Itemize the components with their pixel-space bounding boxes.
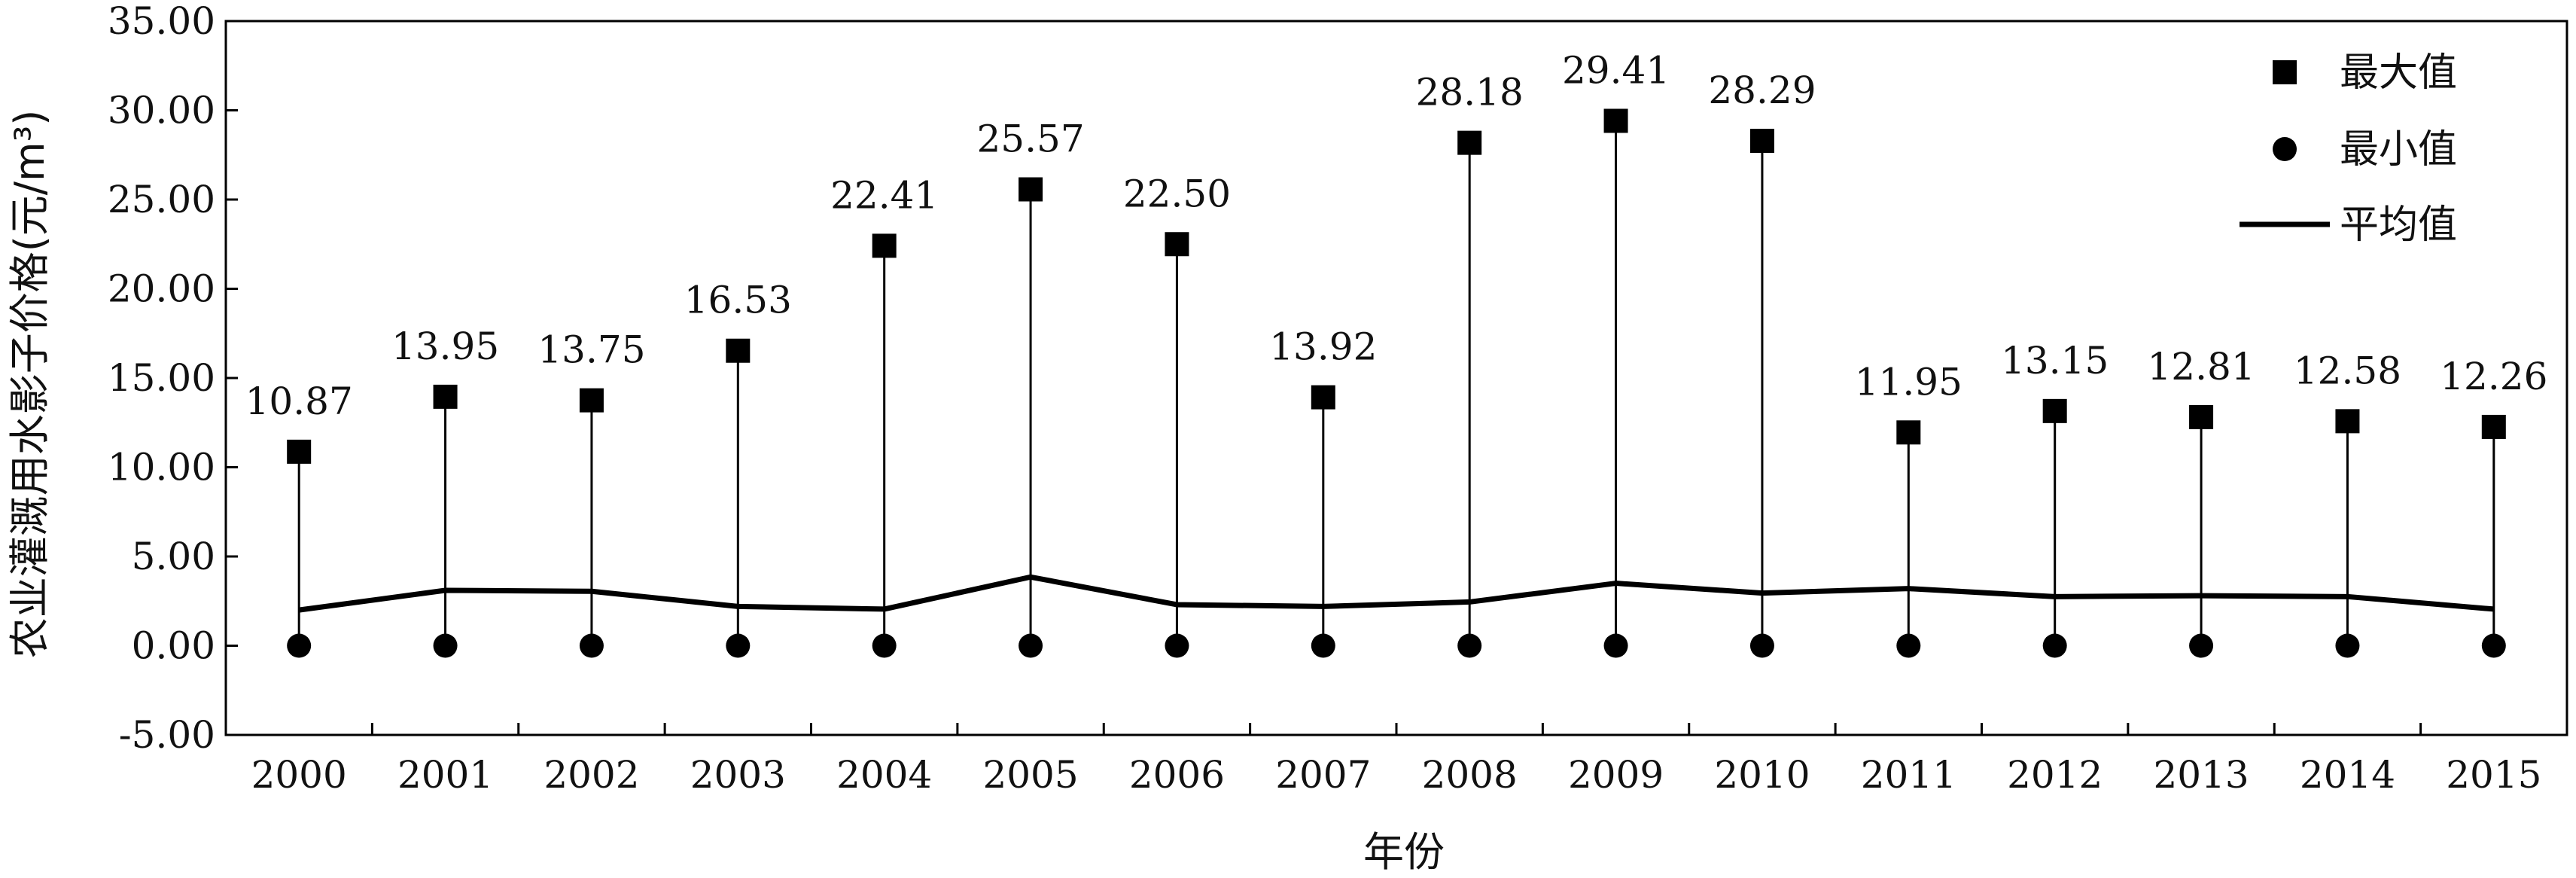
- y-tick-label: 35.00: [108, 0, 215, 43]
- min-point: [579, 633, 604, 658]
- x-tick-label: 2000: [251, 753, 347, 797]
- x-tick-label: 2011: [1861, 753, 1956, 797]
- x-tick-label: 2010: [1714, 753, 1810, 797]
- max-point: [2042, 398, 2067, 423]
- legend-max-label: 最大值: [2340, 50, 2457, 96]
- data-label: 11.95: [1855, 360, 1962, 404]
- average-series: [298, 574, 2495, 613]
- x-tick-label: 2007: [1275, 753, 1371, 797]
- max-point: [2335, 409, 2360, 434]
- y-axis-title: 农业灌溉用水影子价格(元/m³): [6, 110, 53, 659]
- data-label: 16.53: [684, 279, 792, 322]
- data-label: 13.95: [391, 325, 499, 368]
- y-tick-label: 25.00: [108, 178, 215, 221]
- min-point: [1165, 633, 1189, 658]
- y-tick-label: 15.00: [108, 356, 215, 400]
- max-point: [1603, 108, 1628, 133]
- min-point: [287, 633, 312, 658]
- max-point: [1749, 129, 1774, 154]
- x-tick-label: 2002: [544, 753, 639, 797]
- legend-max-symbol: [2273, 60, 2297, 84]
- y-tick-label: 10.00: [108, 446, 215, 489]
- data-labels: 10.87 13.95 13.75 16.53 22.41 25.57 22.50 13.92…: [245, 48, 2548, 422]
- min-point: [1603, 633, 1628, 658]
- legend-min-symbol: [2273, 137, 2297, 161]
- y-tick-label: 20.00: [108, 267, 215, 311]
- y-tick-label: 5.00: [132, 535, 215, 578]
- x-tick-label: 2012: [2007, 753, 2103, 797]
- max-point: [287, 439, 312, 464]
- data-label: 22.41: [830, 173, 938, 217]
- x-tick-label: 2003: [690, 753, 786, 797]
- min-point: [1019, 633, 1043, 658]
- data-label: 13.15: [2001, 339, 2109, 383]
- data-label: 12.81: [2147, 345, 2255, 389]
- max-point: [1311, 385, 1335, 410]
- min-point: [726, 633, 751, 658]
- min-point: [1896, 633, 1921, 658]
- max-point: [1019, 177, 1043, 202]
- max-point: [2481, 414, 2506, 439]
- min-point: [2335, 633, 2360, 658]
- y-tick-label: -5.00: [119, 713, 215, 757]
- max-point: [579, 388, 604, 413]
- data-label: 12.58: [2294, 349, 2401, 392]
- max-point: [2189, 404, 2214, 429]
- data-label: 25.57: [976, 117, 1084, 160]
- max-point: [872, 233, 897, 258]
- max-point: [726, 338, 751, 363]
- y-tick-label: 0.00: [132, 624, 215, 668]
- data-label: 13.92: [1269, 325, 1377, 369]
- x-tick-label: 2015: [2446, 753, 2541, 797]
- x-tick-label: 2006: [1129, 753, 1225, 797]
- min-point: [872, 633, 897, 658]
- min-point: [2042, 633, 2067, 658]
- legend-avg-label: 平均值: [2340, 203, 2457, 248]
- data-label: 13.75: [537, 328, 645, 372]
- min-series: [287, 633, 2506, 658]
- max-series: [287, 108, 2506, 464]
- data-label: 28.18: [1416, 71, 1524, 114]
- min-point: [2481, 633, 2506, 658]
- min-point: [1749, 633, 1774, 658]
- data-label: 28.29: [1708, 69, 1816, 112]
- x-tick-label: 2014: [2300, 753, 2395, 797]
- stems: [297, 120, 2495, 646]
- min-point: [1311, 633, 1335, 658]
- min-point: [433, 633, 458, 658]
- x-axis-title: 年份: [1363, 828, 1445, 876]
- data-label: 10.87: [245, 380, 353, 423]
- x-tick-label: 2004: [836, 753, 932, 797]
- legend-min-label: 最小值: [2340, 127, 2457, 172]
- average-line: [298, 574, 2495, 613]
- max-point: [1165, 232, 1189, 257]
- max-point: [1457, 130, 1482, 155]
- y-axis: -5.00 0.00 5.00 10.00 15.00 20.00 25.00 30.00 35…: [108, 0, 238, 757]
- data-label: 12.26: [2440, 355, 2547, 398]
- max-point: [433, 384, 458, 409]
- min-point: [2189, 633, 2214, 658]
- x-tick-label: 2013: [2153, 753, 2249, 797]
- data-label: 29.41: [1562, 48, 1670, 92]
- data-label: 22.50: [1123, 172, 1231, 215]
- x-tick-label: 2005: [982, 753, 1078, 797]
- x-tick-label: 2001: [397, 753, 493, 797]
- min-point: [1457, 633, 1482, 658]
- x-tick-label: 2009: [1568, 753, 1664, 797]
- y-tick-label: 30.00: [108, 89, 215, 133]
- x-axis: 2000 2001 2002 2003 2004 2005 2006 2007 2008 2009…: [251, 723, 2541, 797]
- max-point: [1896, 420, 1921, 445]
- x-tick-label: 2008: [1422, 753, 1518, 797]
